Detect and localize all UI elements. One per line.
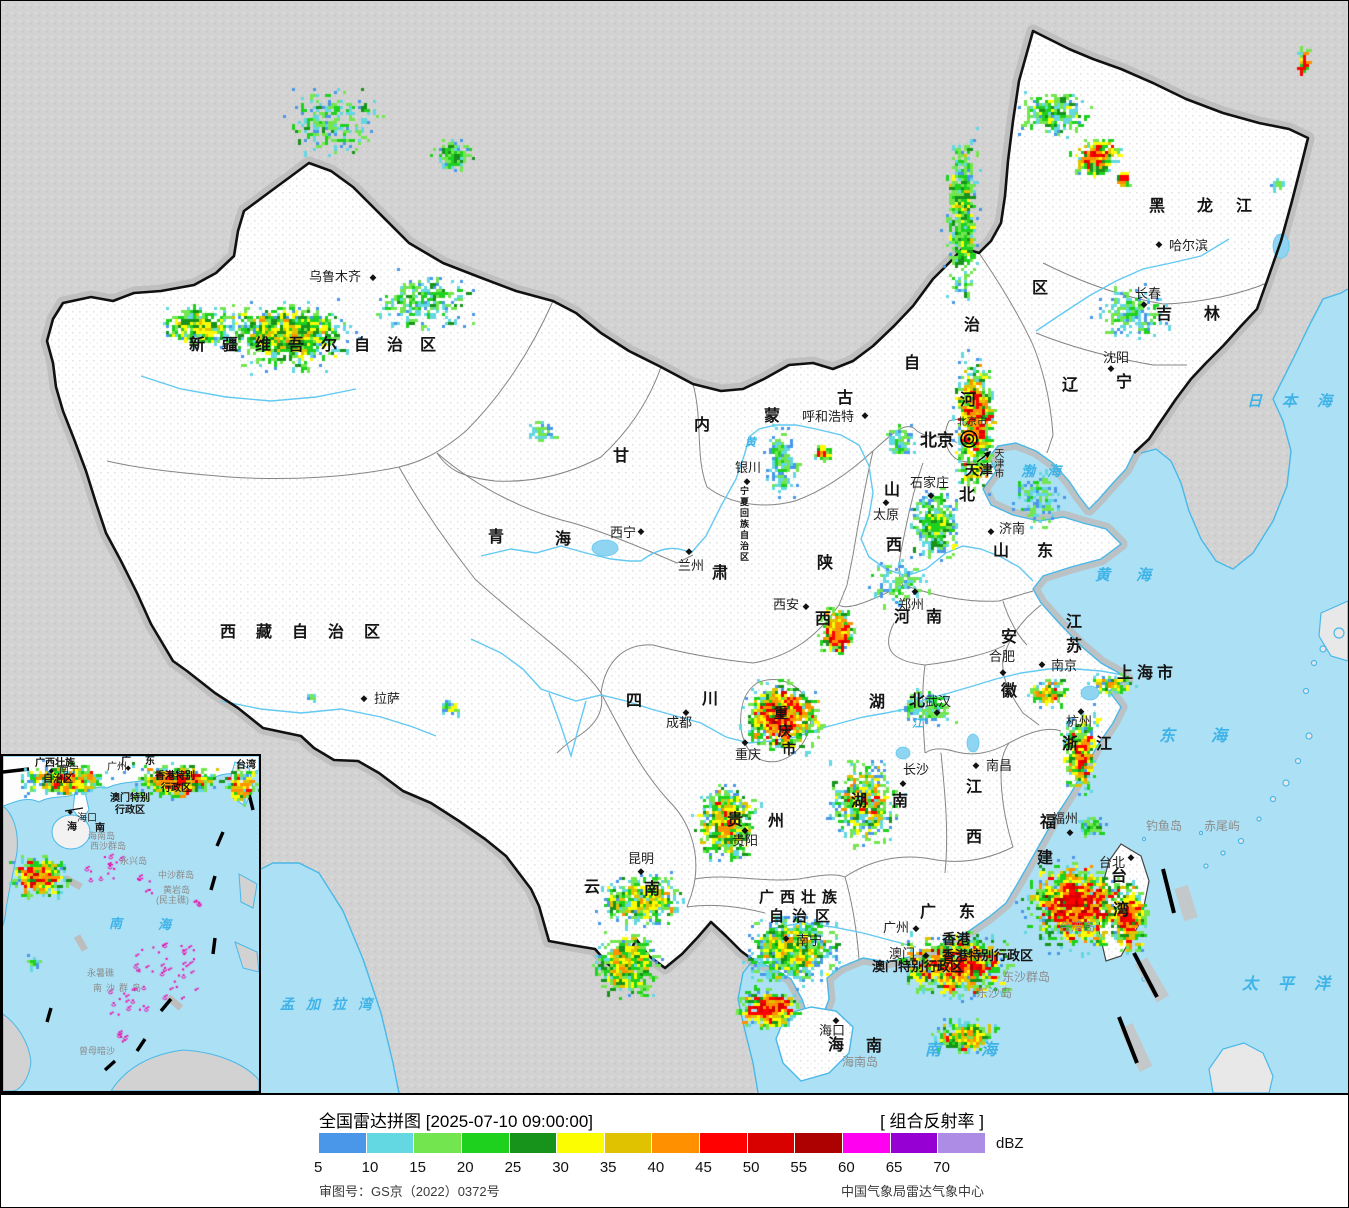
legend-scale-value: 35 — [599, 1159, 617, 1176]
legend-scale-segment: 40 — [647, 1133, 700, 1176]
trench-shading — [1119, 884, 1198, 1072]
legend-scale-value: 10 — [361, 1159, 379, 1176]
legend-scale-segment: 30 — [552, 1133, 604, 1176]
legend-title: 全国雷达拼图 [2025-07-10 09:00:00] — [319, 1112, 594, 1131]
legend-scale-value: 65 — [885, 1159, 903, 1176]
legend-scale-segment: 45 — [695, 1133, 747, 1176]
boundary-dashes — [1117, 868, 1176, 1064]
legend-scale-segment: 55 — [790, 1133, 843, 1176]
legend-scale-value: 30 — [552, 1159, 569, 1176]
legend-scale-value: 15 — [409, 1159, 426, 1176]
legend-map-approval-number: 审图号：GS京（2022）0372号 — [319, 1184, 500, 1199]
legend-panel: 全国雷达拼图 [2025-07-10 09:00:00] [ 组合反射率 ] 5… — [1, 1093, 1348, 1207]
legend-scale-value: 60 — [838, 1159, 855, 1176]
legend-agency: 中国气象局雷达气象中心 — [840, 1184, 984, 1199]
legend-scale-segment: 15 — [409, 1133, 461, 1176]
legend-scale-segment: 60 — [838, 1133, 890, 1176]
legend-scale-value: 40 — [647, 1159, 665, 1176]
legend-scale-segment: 25 — [505, 1133, 557, 1176]
tianjin-leader-arrow — [976, 450, 992, 463]
legend-scale-value: 20 — [456, 1159, 474, 1176]
legend-scale-value: 25 — [504, 1159, 522, 1176]
legend-scale-value: 55 — [790, 1159, 808, 1176]
legend-scale-value: 70 — [933, 1159, 951, 1176]
legend-scale-value: 45 — [695, 1159, 712, 1176]
legend-color-scale: 5 10 15 20 25 30 35 40 45 50 55 60 65 70 — [314, 1133, 986, 1176]
legend-unit: dBZ — [996, 1135, 1024, 1152]
legend-scale-segment: 20 — [457, 1133, 509, 1176]
legend-scale-segment: 10 — [362, 1133, 414, 1176]
legend-scale-segment: 50 — [743, 1133, 795, 1176]
legend-scale-segment: 5 — [314, 1133, 366, 1176]
legend-product-name: [ 组合反射率 ] — [880, 1112, 984, 1131]
beijing-capital-marker — [960, 430, 978, 448]
inset-radar-layer — [3, 756, 259, 1091]
legend-scale-segment: 65 — [886, 1133, 938, 1176]
china-radar-map: 黑龙江吉林辽宁内蒙古自治区新疆维吾尔自治区 西藏自治区青海甘肃陕西山西河北山东河南… — [1, 1, 1348, 1093]
legend-scale-segment: 35 — [600, 1133, 652, 1176]
legend-scale-segment: 70 — [933, 1133, 985, 1176]
legend-scale-value: 50 — [742, 1159, 760, 1176]
legend-scale-value: 5 — [314, 1159, 323, 1176]
south-china-sea-inset: 广西壮族 自治区广东台湾 香港特别 行政区 澳门特别 行政区海南海南岛 西沙群岛 永兴岛 中沙群… — [1, 754, 261, 1093]
overlay-marks-svg — [960, 430, 1198, 1072]
